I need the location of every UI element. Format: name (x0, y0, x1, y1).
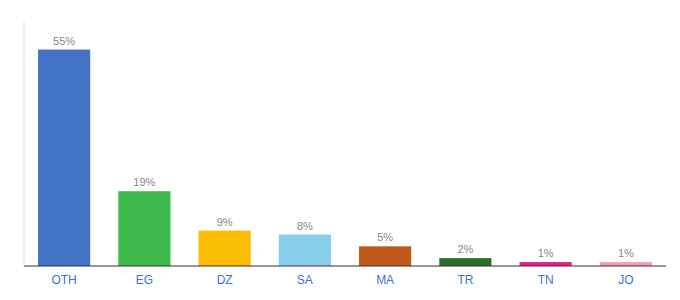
x-axis-line (24, 265, 666, 266)
y-axis-line (24, 22, 25, 266)
data-label: 9% (217, 216, 233, 228)
bar (38, 50, 90, 266)
data-label: 19% (133, 176, 155, 188)
bar (359, 246, 411, 266)
x-tick-label: SA (297, 273, 313, 287)
bar (199, 231, 251, 266)
data-label: 1% (538, 247, 554, 259)
data-label: 5% (377, 231, 393, 243)
bar (439, 258, 491, 266)
x-tick-label: TR (457, 273, 473, 287)
x-tick-label: MA (376, 273, 394, 287)
data-label: 2% (457, 243, 473, 255)
bar (279, 235, 331, 266)
chart-container: 55% 19% 9% 8% 5% 2% 1% 1% OTH EG DZ SA MA TR TN JO (0, 0, 680, 300)
chart-svg: 55% 19% 9% 8% 5% 2% 1% 1% OTH EG DZ SA MA TR TN JO (0, 0, 680, 300)
data-label: 1% (618, 247, 634, 259)
bars (38, 50, 652, 266)
bar (118, 191, 170, 266)
x-tick-label: EG (136, 273, 153, 287)
data-label: 8% (297, 220, 313, 232)
data-label: 55% (53, 35, 75, 47)
x-tick-label: TN (538, 273, 554, 287)
x-tick-label: OTH (51, 273, 76, 287)
x-tick-label: JO (618, 273, 633, 287)
x-tick-label: DZ (217, 273, 233, 287)
